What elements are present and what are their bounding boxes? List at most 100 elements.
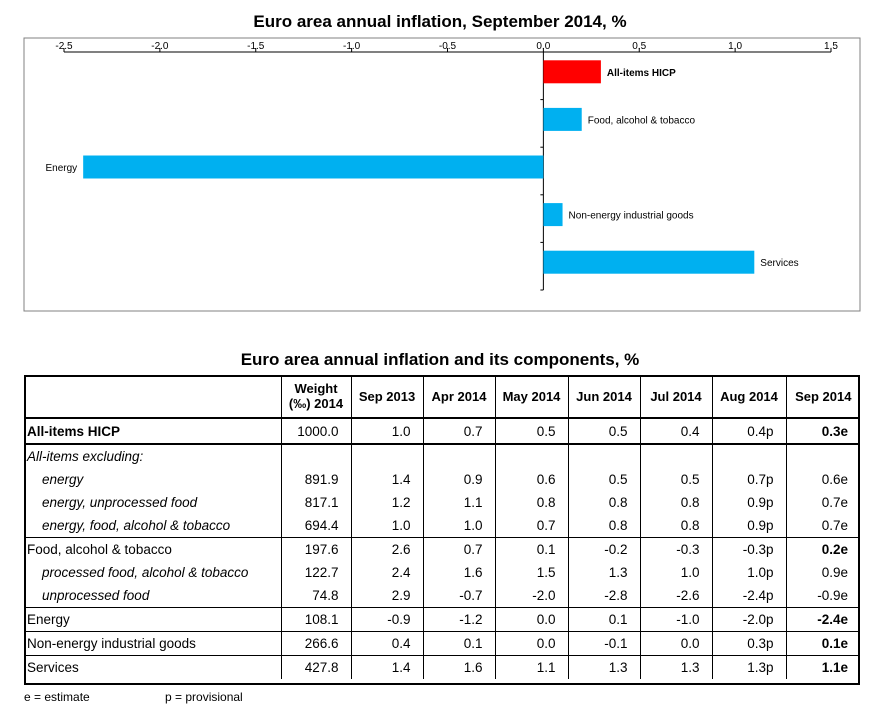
row-value: -0.9e [785, 584, 860, 608]
row-value: 0.1 [422, 631, 495, 656]
table-header-row: Weight (‰) 2014 Sep 2013 Apr 2014 May 20… [24, 375, 860, 419]
row-value: -2.0p [711, 607, 786, 632]
table-row: energy, unprocessed food 817.1 1.2 1.1 0.8 0.… [24, 491, 860, 514]
bars: All-items HICP Food, alcohol & tobacco Ene… [45, 60, 799, 274]
header-aug-2014: Aug 2014 [711, 375, 786, 419]
row-value: 1.0 [639, 561, 712, 584]
row-value [567, 443, 640, 468]
row-value: 0.7e [785, 514, 860, 538]
row-value [280, 443, 351, 468]
table-row: unprocessed food 74.8 2.9 -0.7 -2.0 -2.8 -2.6-… [24, 584, 860, 608]
row-value: 0.4p [711, 418, 786, 444]
table-row: processed food, alcohol & tobacco 122.7 2.… [24, 561, 860, 584]
row-value: 0.8 [567, 491, 640, 514]
table-row: Services 427.8 1.4 1.6 1.1 1.3 1.3 1.3p 1.1e [24, 655, 860, 679]
x-tick-label: -0.5 [439, 41, 457, 52]
row-value: 1.5 [494, 561, 568, 584]
row-label: energy [42, 472, 84, 487]
row-value: -2.6 [639, 584, 712, 608]
x-tick-label: 0.0 [536, 41, 550, 52]
row-value: 1.0 [422, 514, 495, 538]
row-value: 0.7 [422, 537, 495, 561]
row-value: 1.3p [711, 655, 786, 679]
row-value: 0.9 [422, 468, 495, 491]
row-label: Non-energy industrial goods [24, 631, 281, 656]
bar-chart: -2.5 -2.0 -1.5 -1.0 -0.5 0.0 0.5 1.0 1.5 All-ite… [23, 37, 861, 312]
row-value: 74.8 [280, 584, 351, 608]
row-value: 1.0 [350, 418, 423, 444]
row-value: 1.3 [639, 655, 712, 679]
x-tick-label: -1.5 [247, 41, 265, 52]
table-border [24, 375, 860, 685]
row-value: 0.9p [711, 514, 786, 538]
table-row: All-items excluding: [24, 443, 860, 468]
table-row: All-items HICP 1000.0 1.0 0.7 0.5 0.5 0.4 0.4p 0… [24, 418, 860, 444]
x-tick-label: -2.5 [55, 41, 73, 52]
row-value: 1.0 [350, 514, 423, 538]
bar [543, 250, 755, 274]
row-label: Services [24, 655, 281, 679]
row-label: Energy [24, 607, 281, 632]
bar [543, 203, 563, 227]
row-value: 1.0p [711, 561, 786, 584]
bar [543, 60, 601, 84]
header-weight: Weight (‰) 2014 [280, 375, 351, 419]
row-value: 0.6 [494, 468, 568, 491]
bar-label: Energy [45, 163, 77, 174]
row-value: 1.6 [422, 561, 495, 584]
row-value: 0.1 [494, 537, 568, 561]
row-value: 2.4 [350, 561, 423, 584]
row-value: 1.1 [494, 655, 568, 679]
row-value: 0.5 [567, 418, 640, 444]
row-value: 0.4 [639, 418, 712, 444]
table-row: Non-energy industrial goods 266.6 0.4 0.1 0.… [24, 631, 860, 656]
row-label: unprocessed food [42, 588, 150, 603]
row-value: 0.5 [494, 418, 568, 444]
row-value: 1.2 [350, 491, 423, 514]
row-value: 0.8 [639, 514, 712, 538]
row-value [422, 443, 495, 468]
footnote-provisional: p = provisional [165, 690, 243, 704]
table-title: Euro area annual inflation and its compo… [240, 350, 640, 369]
row-value: 817.1 [280, 491, 351, 514]
row-value: 0.7 [494, 514, 568, 538]
row-value: 1.1 [422, 491, 495, 514]
bar [543, 107, 582, 131]
table-row: Energy 108.1 -0.9 -1.2 0.0 0.1 -1.0 -2.0p -2.4e [24, 607, 860, 632]
row-value: 0.9e [785, 561, 860, 584]
row-value: 0.4 [350, 631, 423, 656]
row-value: 0.0 [639, 631, 712, 656]
row-value: 0.3e [785, 418, 860, 444]
row-value: 0.8 [567, 514, 640, 538]
row-value: 1.3 [567, 561, 640, 584]
row-value: 891.9 [280, 468, 351, 491]
x-tick-label: 1.0 [728, 41, 742, 52]
footnote-estimate: e = estimate [24, 690, 90, 704]
row-value: 0.5 [639, 468, 712, 491]
row-value [711, 443, 786, 468]
header-weight-line1: Weight [294, 381, 338, 396]
x-tick-label: -1.0 [343, 41, 361, 52]
row-value: 1.1e [785, 655, 860, 679]
row-label: All-items excluding: [24, 443, 281, 468]
x-tick-label: 0.5 [632, 41, 646, 52]
row-value: 0.9p [711, 491, 786, 514]
table-row: energy 891.9 1.4 0.9 0.6 0.5 0.5 0.7p 0.6e [24, 468, 860, 491]
row-label: energy, unprocessed food [42, 495, 198, 510]
table-row: energy, food, alcohol & tobacco 694.4 1.0 1… [24, 514, 860, 538]
row-label: Food, alcohol & tobacco [24, 537, 281, 561]
bar-label: Non-energy industrial goods [569, 211, 694, 222]
header-jul-2014: Jul 2014 [639, 375, 712, 419]
row-label: processed food, alcohol & tobacco [42, 565, 249, 580]
row-value: 0.7 [422, 418, 495, 444]
row-value: 108.1 [280, 607, 351, 632]
header-apr-2014: Apr 2014 [422, 375, 495, 419]
row-value: 0.7p [711, 468, 786, 491]
row-value [494, 443, 568, 468]
row-value: 0.1 [567, 607, 640, 632]
bar [83, 155, 544, 179]
row-value [350, 443, 423, 468]
row-value: 197.6 [280, 537, 351, 561]
bar-label: All-items HICP [607, 68, 676, 79]
table-body: All-items HICP 1000.0 1.0 0.7 0.5 0.5 0.4 0.4p 0… [24, 418, 860, 679]
